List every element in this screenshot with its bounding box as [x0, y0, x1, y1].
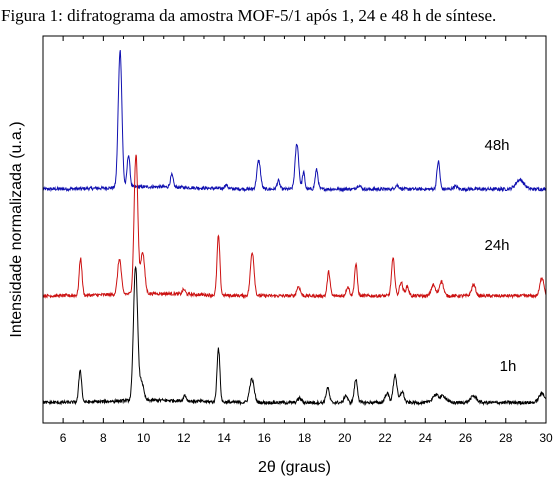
x-tick-label: 20: [338, 431, 352, 445]
axis-ticks-group: 6 8 10 12 14 16 18 20 22 24 26 28 30: [42, 36, 553, 445]
x-tick-label: 16: [258, 431, 272, 445]
series-line-1h: [42, 265, 547, 406]
series-labels-group: 48h 24h 1h: [484, 137, 516, 375]
x-tick-label: 14: [217, 431, 231, 445]
series-line-24h: [42, 154, 547, 300]
x-tick-label: 24: [419, 431, 433, 445]
x-tick-label: 26: [459, 431, 473, 445]
plot-frame: [42, 35, 547, 424]
x-tick-label: 10: [137, 431, 151, 445]
series-label-48h: 48h: [484, 137, 509, 154]
y-axis-title: Intensidade normalizada (u.a.): [8, 121, 25, 337]
x-tick-label: 6: [60, 431, 67, 445]
x-tick-label: 22: [378, 431, 392, 445]
x-tick-label: 12: [177, 431, 191, 445]
x-axis-title: 2θ (graus): [258, 459, 331, 476]
series-label-24h: 24h: [484, 237, 509, 254]
x-tick-label: 28: [499, 431, 513, 445]
x-tick-label: 30: [539, 431, 553, 445]
figure-caption: Figura 1: difratograma da amostra MOF-5/…: [1, 6, 497, 25]
plot-series-group: [42, 50, 547, 406]
x-tick-label: 18: [298, 431, 312, 445]
series-line-48h: [42, 50, 547, 193]
series-label-1h: 1h: [500, 358, 517, 375]
x-tick-label: 8: [100, 431, 107, 445]
